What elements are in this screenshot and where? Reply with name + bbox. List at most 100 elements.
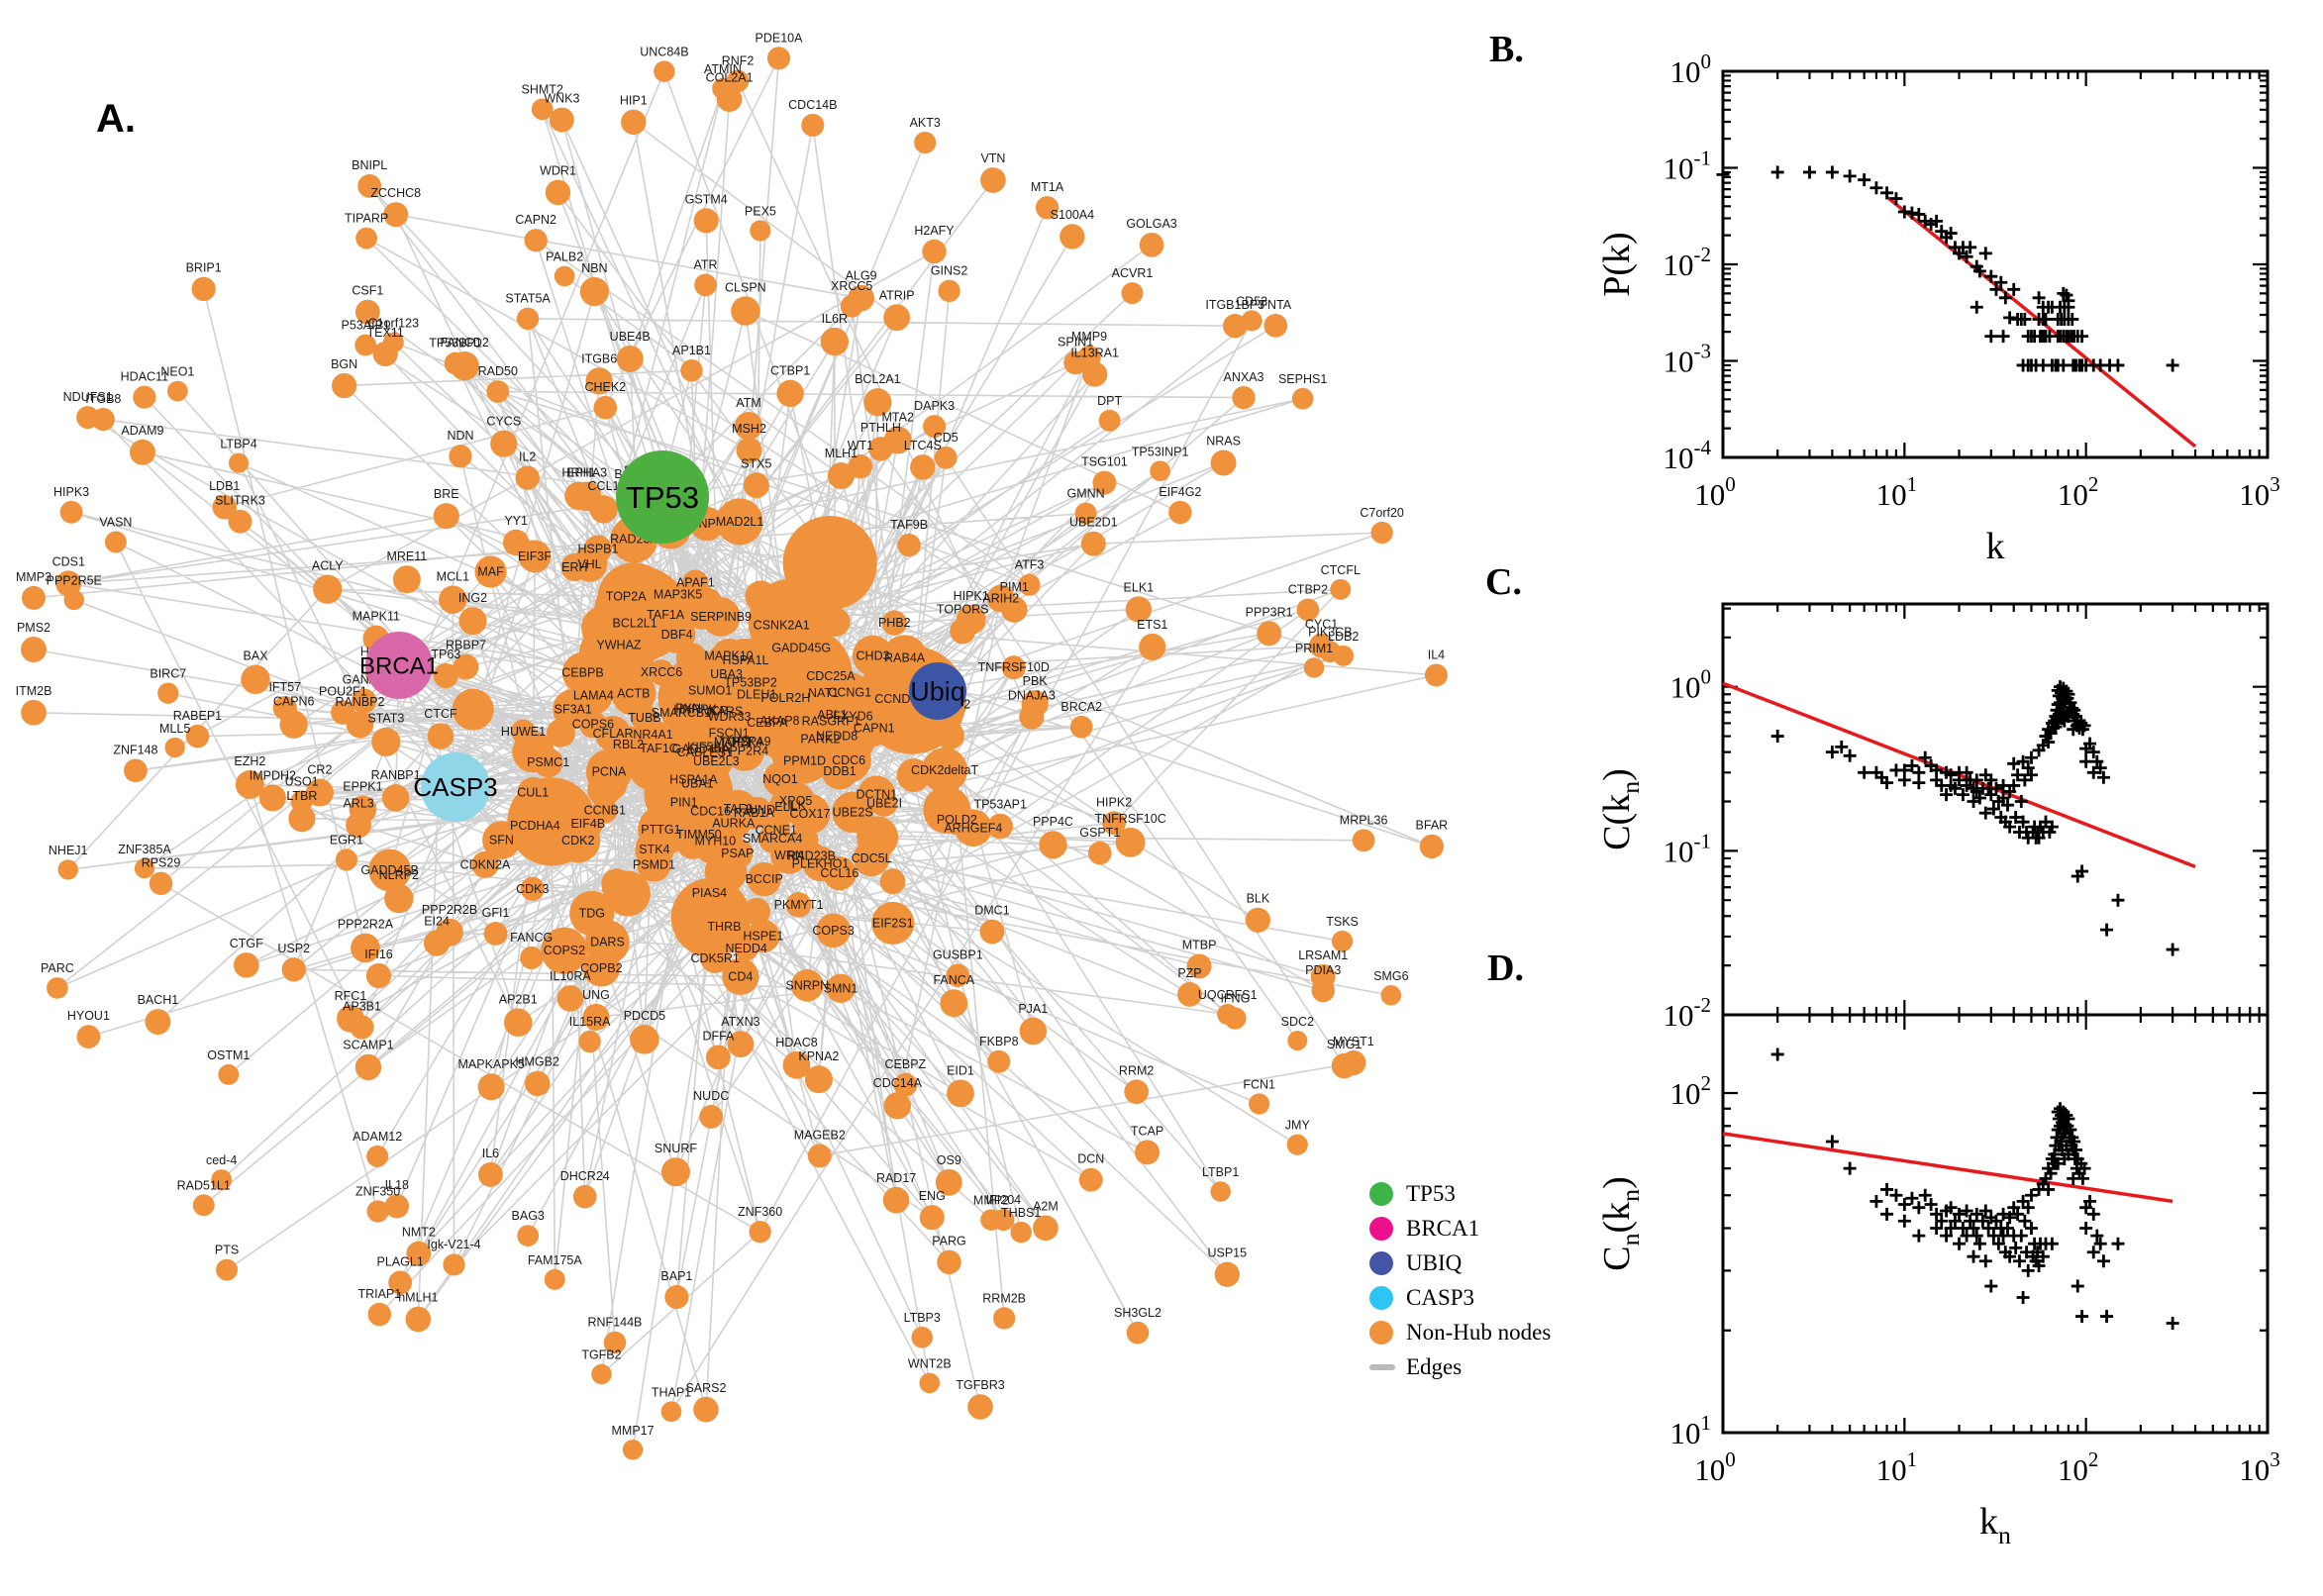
network-node (520, 876, 545, 901)
node-label: HIPK2 (1096, 795, 1132, 809)
network-node (1424, 663, 1448, 687)
node-label: PDCD5 (624, 1009, 665, 1023)
node-label: KIF5B (687, 740, 722, 753)
network-node (405, 1306, 432, 1333)
node-label: Igk-V21-4 (427, 1238, 480, 1251)
node-label: VCP (702, 704, 728, 718)
node-label: KPNA2 (798, 1049, 839, 1063)
node-label: EI24 (424, 915, 450, 929)
node-label: PTTG1 (641, 823, 680, 837)
node-label: CDC14B (788, 98, 837, 112)
node-label: BGN (331, 357, 357, 371)
network-node (192, 1194, 215, 1217)
network-node (241, 664, 270, 694)
node-label: COX17 (790, 807, 831, 821)
node-label: LTBP4 (220, 438, 256, 451)
node-label: PIM1 (1000, 580, 1029, 594)
network-node (515, 465, 540, 490)
network-node (764, 701, 806, 743)
node-label: PPP3R1 (1246, 605, 1293, 619)
network-node (524, 229, 548, 252)
network-node (21, 637, 47, 662)
node-label: DLEU1 (737, 688, 776, 702)
node-label: CEBPB (561, 666, 603, 680)
tick-label: 100 (1694, 1447, 1736, 1487)
network-node (807, 1144, 832, 1168)
network-node (104, 531, 127, 553)
network-node (384, 883, 414, 914)
node-label: ITGB6 (581, 351, 617, 365)
network-node (992, 1208, 1015, 1232)
network-node (554, 265, 575, 287)
node-label: CUL1 (517, 786, 549, 800)
node-label: DPT (1097, 394, 1122, 408)
network-node (660, 1157, 690, 1187)
node-label: THAP1 (652, 1385, 691, 1399)
network-node (145, 1009, 171, 1035)
network-node (1214, 1261, 1240, 1287)
node-label: IMPDH2 (250, 768, 296, 782)
node-label: NMT2 (402, 1226, 436, 1240)
network-node (785, 892, 812, 918)
network-node (980, 167, 1006, 193)
network-node (59, 500, 83, 524)
network-node (571, 481, 602, 512)
network-node (776, 593, 817, 634)
node-label: NAT1 (808, 686, 839, 700)
node-label: RRM2B (982, 1291, 1026, 1305)
network-node (747, 861, 781, 897)
node-label: TAF1C (640, 742, 678, 755)
network-node (1286, 1134, 1308, 1155)
node-label: TAF1A (647, 608, 685, 622)
y-axis-title: C(kn) (1596, 768, 1645, 850)
network-node (585, 367, 613, 395)
node-label: ATXN3 (721, 1015, 759, 1029)
network-node (1331, 930, 1354, 952)
node-label: LDB2 (1328, 630, 1359, 644)
node-label: CTBP1 (770, 364, 810, 378)
tick-label: 10-4 (1664, 436, 1712, 475)
network-node (525, 1070, 551, 1097)
node-label: CAPN1 (854, 721, 895, 735)
node-label: SH3GL2 (1114, 1306, 1162, 1320)
node-label: PDIA3 (1305, 963, 1341, 977)
node-label: CSF1 (352, 284, 383, 298)
network-node (482, 821, 521, 859)
network-node (801, 113, 825, 137)
network-node (554, 818, 589, 853)
node-label: CDC16 (690, 804, 731, 818)
node-label: GINS2 (931, 264, 968, 278)
network-node (743, 897, 770, 926)
node-label: CDK5R1 (691, 951, 740, 965)
network-node (1102, 811, 1127, 836)
network-node (1310, 964, 1336, 989)
network-node (490, 430, 518, 457)
node-label: GADD45B (360, 863, 418, 877)
node-label: RAB4A (884, 650, 926, 664)
network-node (722, 957, 759, 995)
network-node (439, 585, 467, 614)
node-label: ADAM9 (121, 424, 163, 438)
node-label: CDC14A (873, 1076, 923, 1090)
network-node (1168, 500, 1192, 525)
network-node (946, 963, 970, 988)
node-label: HMGB2 (515, 1055, 559, 1069)
node-label: TSG101 (1081, 455, 1128, 469)
node-label: PBK (1023, 674, 1049, 688)
network-node (1224, 1007, 1247, 1030)
node-label: WDR1 (540, 164, 576, 178)
network-node (1139, 232, 1164, 257)
node-label: GFI1 (482, 906, 510, 920)
hub-node-brca1 (365, 632, 433, 699)
node-label: EPHA3 (566, 465, 607, 479)
node-label: NEDD4 (726, 942, 767, 955)
node-label: AP3B1 (343, 999, 381, 1013)
network-node (1018, 573, 1041, 596)
node-label: TAF9 (724, 802, 754, 816)
network-node (601, 868, 633, 900)
network-node (694, 273, 717, 297)
panel-d-label: D. (1487, 948, 1524, 989)
network-node (726, 69, 750, 93)
network-node (63, 589, 84, 611)
